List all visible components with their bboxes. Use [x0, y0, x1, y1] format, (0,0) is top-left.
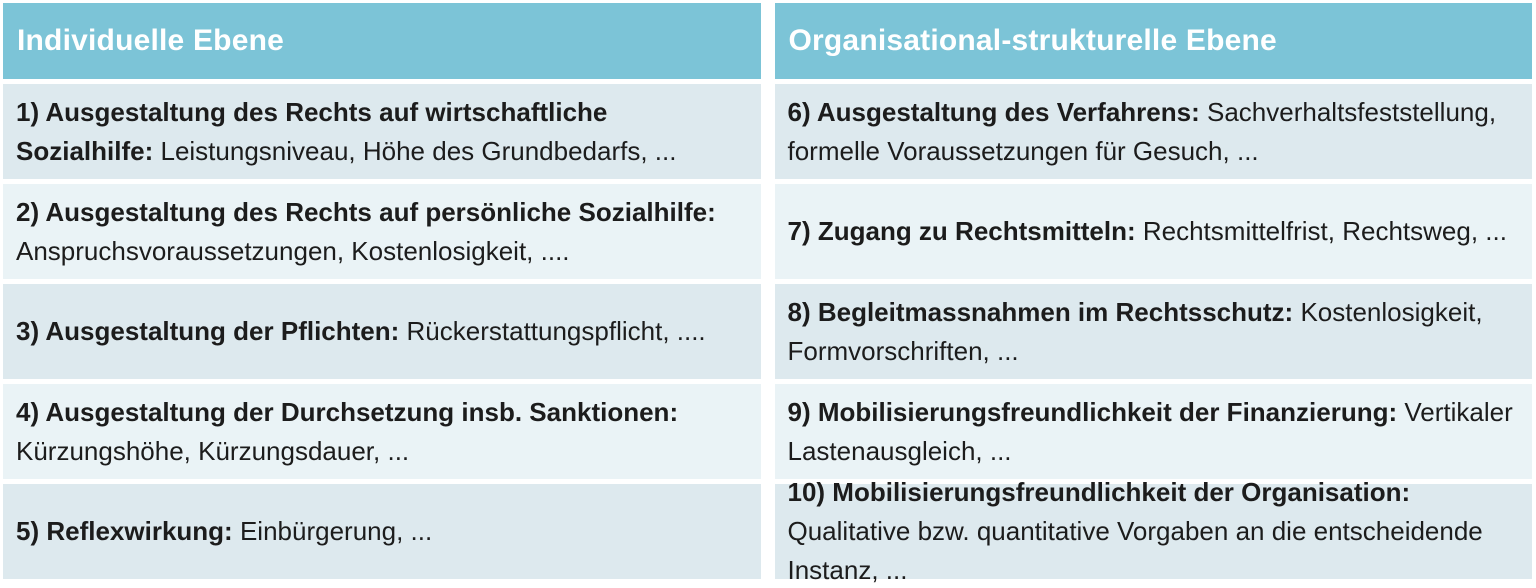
- column-header-organisational: Organisational-strukturelle Ebene: [774, 3, 1532, 79]
- item-5-lead: 5) Reflexwirkung:: [16, 516, 233, 546]
- item-10-lead: 10) Mobilisierungsfreundlichkeit der Org…: [787, 477, 1411, 507]
- item-10-detail: Qualitative bzw. quantitative Vorgaben a…: [787, 516, 1483, 585]
- table-cell-item-4: 4) Ausgestaltung der Durchsetzung insb. …: [3, 384, 761, 479]
- table-cell-item-2: 2) Ausgestaltung des Rechts auf persönli…: [3, 184, 761, 279]
- item-9-lead: 9) Mobilisierungsfreundlichkeit der Fina…: [787, 396, 1398, 427]
- item-8-lead: 8) Begleitmassnahmen im Rechtsschutz:: [787, 296, 1294, 327]
- item-3-detail: Rückerstattungspflicht, ....: [406, 316, 706, 346]
- item-4-detail: Kürzungshöhe, Kürzungsdauer, ...: [16, 435, 410, 466]
- item-2-lead: 2) Ausgestaltung des Rechts auf persönli…: [16, 196, 716, 227]
- table-cell-item-10: 10) Mobilisierungsfreundlichkeit der Org…: [774, 477, 1532, 585]
- table-cell-item-7: 7) Zugang zu Rechtsmitteln: Rechtsmittel…: [774, 184, 1532, 279]
- item-3-lead: 3) Ausgestaltung der Pflichten:: [16, 316, 400, 346]
- item-9-detail: Vertikaler Lastenausgleich, ...: [787, 396, 1513, 466]
- table-cell-item-9: 9) Mobilisierungsfreundlichkeit der Fina…: [774, 384, 1532, 479]
- item-6-detail: Sachverhaltsfeststellung, formelle Vorau…: [787, 96, 1497, 166]
- column-individual-level: Individuelle Ebene 1) Ausgestaltung des …: [3, 3, 761, 583]
- item-4-lead: 4) Ausgestaltung der Durchsetzung insb. …: [16, 396, 679, 427]
- item-5-detail: Einbürgerung, ...: [239, 516, 433, 546]
- table-cell-item-6: 6) Ausgestaltung des Verfahrens: Sachver…: [774, 84, 1532, 179]
- item-1-lead: 1) Ausgestaltung des Rechts auf wirtscha…: [16, 96, 608, 166]
- item-1-detail: Leistungsniveau, Höhe des Grundbedarfs, …: [160, 135, 677, 166]
- item-6-lead: 6) Ausgestaltung des Verfahrens:: [787, 96, 1200, 127]
- table-cell-item-8: 8) Begleitmassnahmen im Rechtsschutz: Ko…: [774, 284, 1532, 379]
- table-cell-item-5: 5) Reflexwirkung: Einbürgerung, ...: [3, 484, 761, 579]
- table-cell-item-1: 1) Ausgestaltung des Rechts auf wirtscha…: [3, 84, 761, 179]
- column-organisational-level: Organisational-strukturelle Ebene 6) Aus…: [774, 3, 1532, 585]
- item-8-detail: Kostenlosigkeit, Formvorschriften, ...: [787, 296, 1483, 366]
- item-7-lead: 7) Zugang zu Rechtsmitteln:: [787, 216, 1136, 246]
- item-7-detail: Rechtsmittelfrist, Rechtsweg, ...: [1142, 216, 1507, 246]
- table-cell-item-3: 3) Ausgestaltung der Pflichten: Rückerst…: [3, 284, 761, 379]
- column-header-individual: Individuelle Ebene: [3, 3, 761, 79]
- item-2-detail: Anspruchsvoraussetzungen, Kostenlosigkei…: [16, 235, 570, 266]
